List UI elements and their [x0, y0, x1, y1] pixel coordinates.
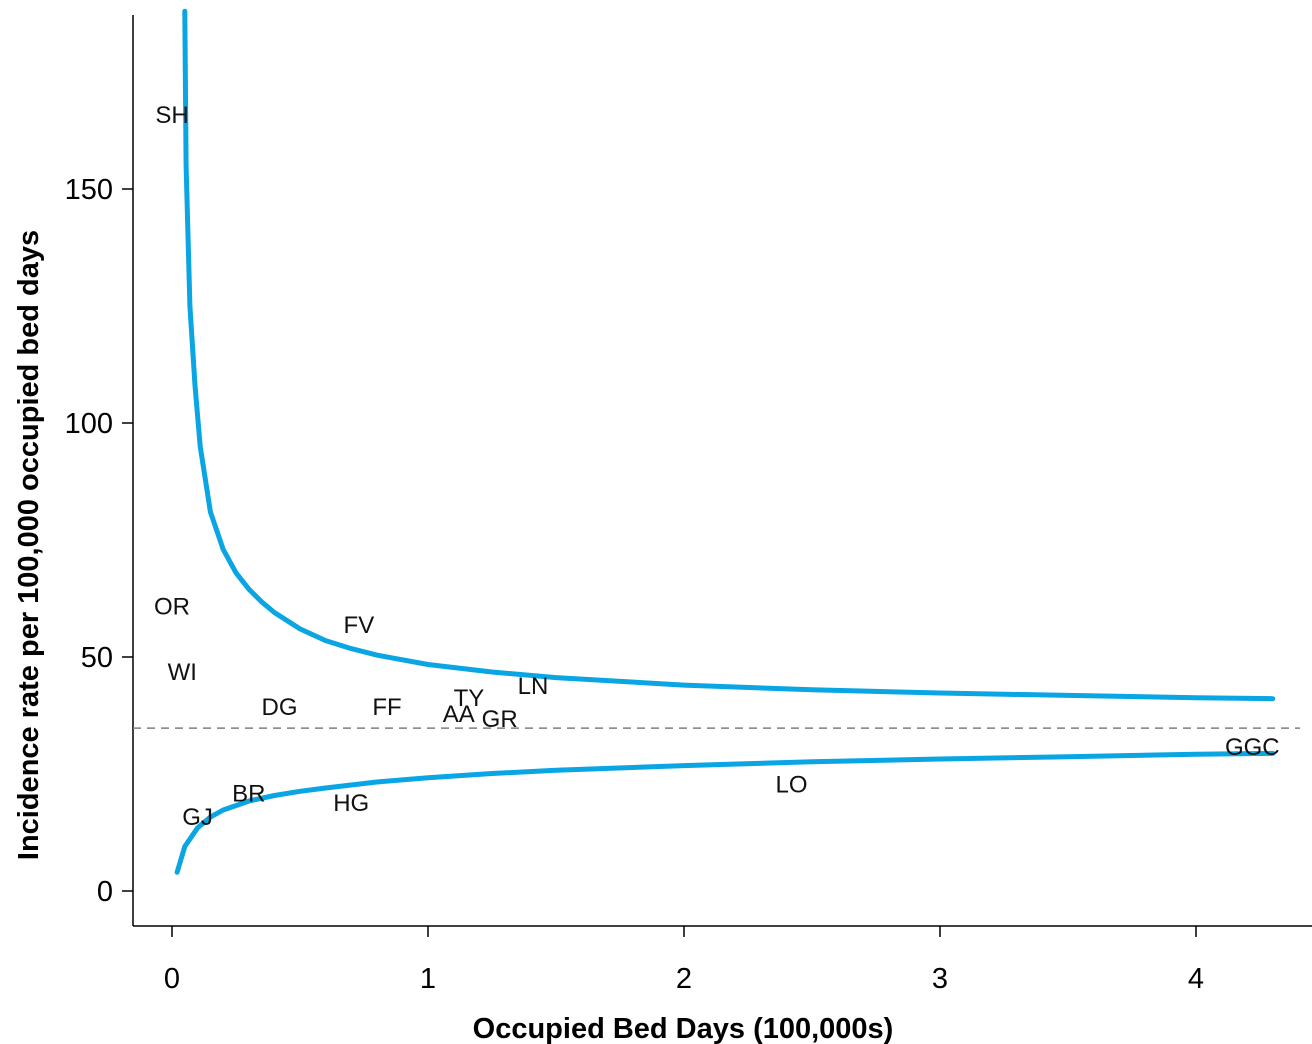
- y-axis-label: Incidence rate per 100,000 occupied bed …: [13, 230, 45, 860]
- y-tick-label: 50: [81, 642, 113, 674]
- y-tick-label: 150: [65, 174, 113, 206]
- y-ticks: 0 50 100 150: [65, 174, 133, 908]
- x-tick-label: 0: [164, 963, 180, 995]
- point-label-or: OR: [154, 594, 190, 621]
- point-label-wi: WI: [168, 659, 197, 686]
- point-label-dg: DG: [262, 694, 298, 721]
- point-label-br: BR: [232, 781, 265, 808]
- point-label-ff: FF: [372, 694, 401, 721]
- point-label-gr: GR: [482, 706, 518, 733]
- lower-control-limit: [174, 750, 1276, 875]
- point-label-aa: AA: [443, 701, 475, 728]
- point-label-ggc: GGC: [1225, 734, 1280, 761]
- upper-control-limit: [182, 8, 1276, 702]
- point-label-ty: TY: [454, 685, 485, 712]
- y-tick-label: 0: [97, 876, 113, 908]
- axes: [132, 15, 1312, 927]
- point-label-lo: LO: [776, 771, 808, 798]
- point-label-ln: LN: [518, 673, 549, 700]
- x-tick-label: 1: [420, 963, 436, 995]
- point-label-fv: FV: [344, 612, 375, 639]
- point-label-sh: SH: [155, 102, 188, 129]
- x-axis-label: Occupied Bed Days (100,000s): [473, 1013, 894, 1044]
- x-ticks: 0 1 2 3 4: [164, 926, 1204, 995]
- point-label-gj: GJ: [182, 804, 213, 831]
- x-tick-label: 4: [1188, 963, 1204, 995]
- y-tick-label: 100: [65, 408, 113, 440]
- point-label-hg: HG: [333, 790, 369, 817]
- x-tick-label: 3: [932, 963, 948, 995]
- x-tick-label: 2: [676, 963, 692, 995]
